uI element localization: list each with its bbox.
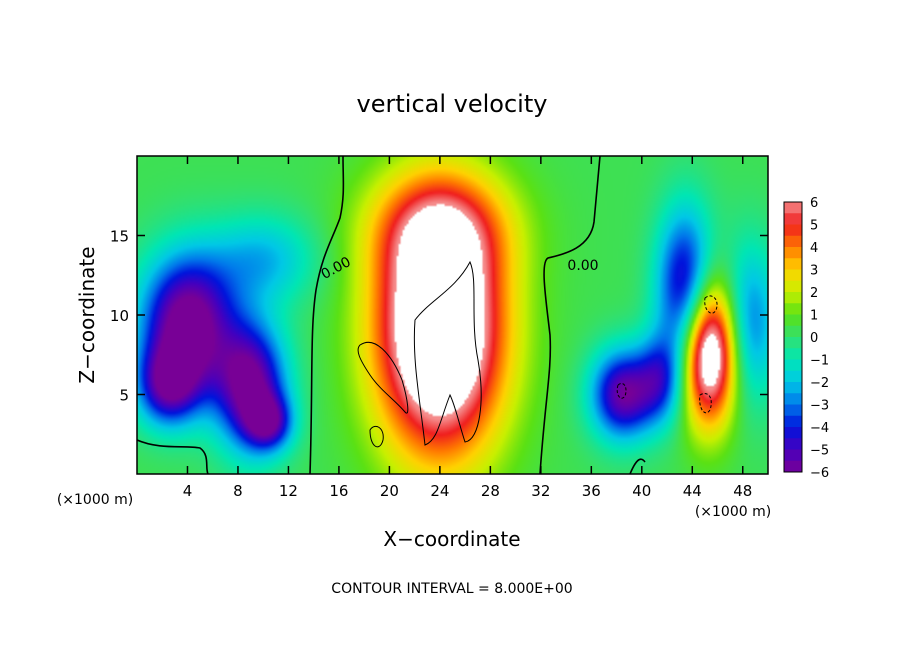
colorbar-swatch <box>784 427 802 439</box>
x-tick-label: 28 <box>481 482 500 500</box>
colorbar-label: −5 <box>810 444 829 459</box>
colorbar-swatch <box>784 280 802 293</box>
x-tick-label: 44 <box>683 482 702 500</box>
colorbar-label: −4 <box>810 421 829 436</box>
colorbar-label: 6 <box>810 196 818 211</box>
plot-area: 0.00 0.00 <box>136 155 769 475</box>
colorbar-swatch <box>784 415 802 428</box>
x-axis-label: X−coordinate <box>383 527 520 551</box>
colorbar-swatch <box>784 314 802 327</box>
colorbar-swatch <box>784 370 802 383</box>
colorbar-label: 0 <box>810 331 818 346</box>
colorbar-label: 3 <box>810 264 818 279</box>
zero-contour-bottom-left <box>136 439 209 475</box>
colorbar-label: 1 <box>810 309 818 324</box>
x-tick-label: 24 <box>430 482 449 500</box>
y-axis: 5 10 15 <box>110 228 768 405</box>
x-tick-label: 40 <box>632 482 651 500</box>
x-tick-label: 32 <box>531 482 550 500</box>
contour-right-core-2 <box>699 393 712 414</box>
colorbar-swatch <box>784 235 802 248</box>
contour-left-core <box>616 382 627 399</box>
x-tick-label: 12 <box>279 482 298 500</box>
colorbar-swatch <box>784 438 802 450</box>
colorbar-swatch <box>784 393 802 405</box>
colorbar-swatch <box>784 382 802 394</box>
x-axis: 4 8 12 16 20 24 28 32 36 40 44 48 <box>183 156 752 500</box>
colorbar-swatch <box>784 258 802 270</box>
colorbar-label: −3 <box>810 399 829 414</box>
x-tick-label: 48 <box>733 482 752 500</box>
x-tick-label: 16 <box>329 482 348 500</box>
colorbar-swatch <box>784 303 802 315</box>
contour-interval-note: CONTOUR INTERVAL = 8.000E+00 <box>331 581 572 597</box>
inner-contours <box>357 260 718 448</box>
colorbar-swatch <box>784 202 802 214</box>
colorbar-swatch <box>784 359 802 372</box>
colorbar-swatch <box>784 213 802 225</box>
contour-label-right: 0.00 <box>567 258 598 274</box>
colorbar-swatches <box>784 202 802 473</box>
x-tick-label: 36 <box>582 482 601 500</box>
x-tick-label: 20 <box>380 482 399 500</box>
zero-contour-bottom-right <box>629 458 646 475</box>
colorbar-swatch <box>784 449 802 462</box>
contour-updraft-core-main <box>413 260 482 446</box>
y-tick-label: 15 <box>110 228 129 246</box>
colorbar-swatch <box>784 269 802 282</box>
colorbar-swatch <box>784 348 802 360</box>
colorbar-swatch <box>784 292 802 304</box>
x-tick-label: 4 <box>183 482 193 500</box>
y-axis-label: Z−coordinate <box>75 246 99 383</box>
colorbar-swatch <box>784 337 802 349</box>
colorbar: 6 5 4 3 2 1 0 −1 −2 −3 −4 −5 −6 <box>783 196 829 481</box>
contour-small-1 <box>369 425 384 448</box>
y-tick-label: 10 <box>110 307 129 325</box>
colorbar-frame <box>783 201 803 473</box>
colorbar-label: −1 <box>810 354 829 369</box>
zero-contours <box>136 155 646 475</box>
x-unit-left: (×1000 m) <box>57 492 133 508</box>
colorbar-label: 5 <box>810 219 818 234</box>
zero-contour-left <box>309 155 345 475</box>
x-tick-label: 8 <box>233 482 243 500</box>
y-tick-label: 5 <box>119 387 129 405</box>
colorbar-swatch <box>784 460 802 473</box>
colorbar-label: 2 <box>810 286 818 301</box>
contour-right-core-1 <box>704 295 718 314</box>
colorbar-label: −6 <box>810 466 829 481</box>
zero-contour-right <box>539 155 601 475</box>
colorbar-labels: 6 5 4 3 2 1 0 −1 −2 −3 −4 −5 −6 <box>810 196 829 481</box>
colorbar-swatch <box>784 247 802 259</box>
colorbar-label: 4 <box>810 241 818 256</box>
colorbar-label: −2 <box>810 376 829 391</box>
vertical-velocity-field <box>137 156 768 474</box>
x-unit-right: (×1000 m) <box>695 504 771 520</box>
colorbar-swatch <box>784 224 802 237</box>
contour-updraft-core-left <box>357 342 409 414</box>
colorbar-swatch <box>784 325 802 338</box>
chart-title: vertical velocity <box>357 90 548 118</box>
colorbar-swatch <box>784 404 802 417</box>
